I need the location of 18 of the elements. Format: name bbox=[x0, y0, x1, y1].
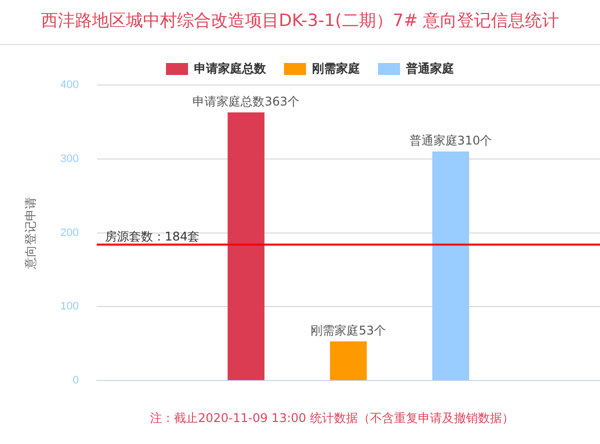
legend-label: 刚需家庭 bbox=[312, 61, 360, 76]
legend-label: 申请家庭总数 bbox=[194, 61, 267, 76]
data-label: 刚需家庭53个 bbox=[310, 324, 386, 338]
ref-line-label: 房源套数：184套 bbox=[104, 230, 200, 244]
y-tick-label: 200 bbox=[60, 226, 79, 239]
bar bbox=[432, 152, 470, 380]
data-label: 普通家庭310个 bbox=[409, 134, 492, 148]
legend-label: 普通家庭 bbox=[405, 61, 454, 76]
y-axis-title: 意向登记申请 bbox=[24, 196, 38, 270]
y-tick-label: 0 bbox=[72, 374, 79, 387]
bar bbox=[228, 112, 264, 380]
text: 注：截止2020-11-09 13:00 统计数据（不含重复申请及撤销数据） bbox=[150, 410, 514, 427]
y-tick-label: 300 bbox=[60, 152, 79, 165]
y-tick-label: 100 bbox=[60, 300, 79, 313]
y-tick-label: 400 bbox=[60, 79, 79, 92]
bar bbox=[330, 341, 367, 380]
chart-title: 西沣路地区城中村综合改造项目DK-3-1(二期）7# 意向登记信息统计 bbox=[40, 10, 560, 33]
data-label: 申请家庭总数363个 bbox=[192, 94, 300, 108]
